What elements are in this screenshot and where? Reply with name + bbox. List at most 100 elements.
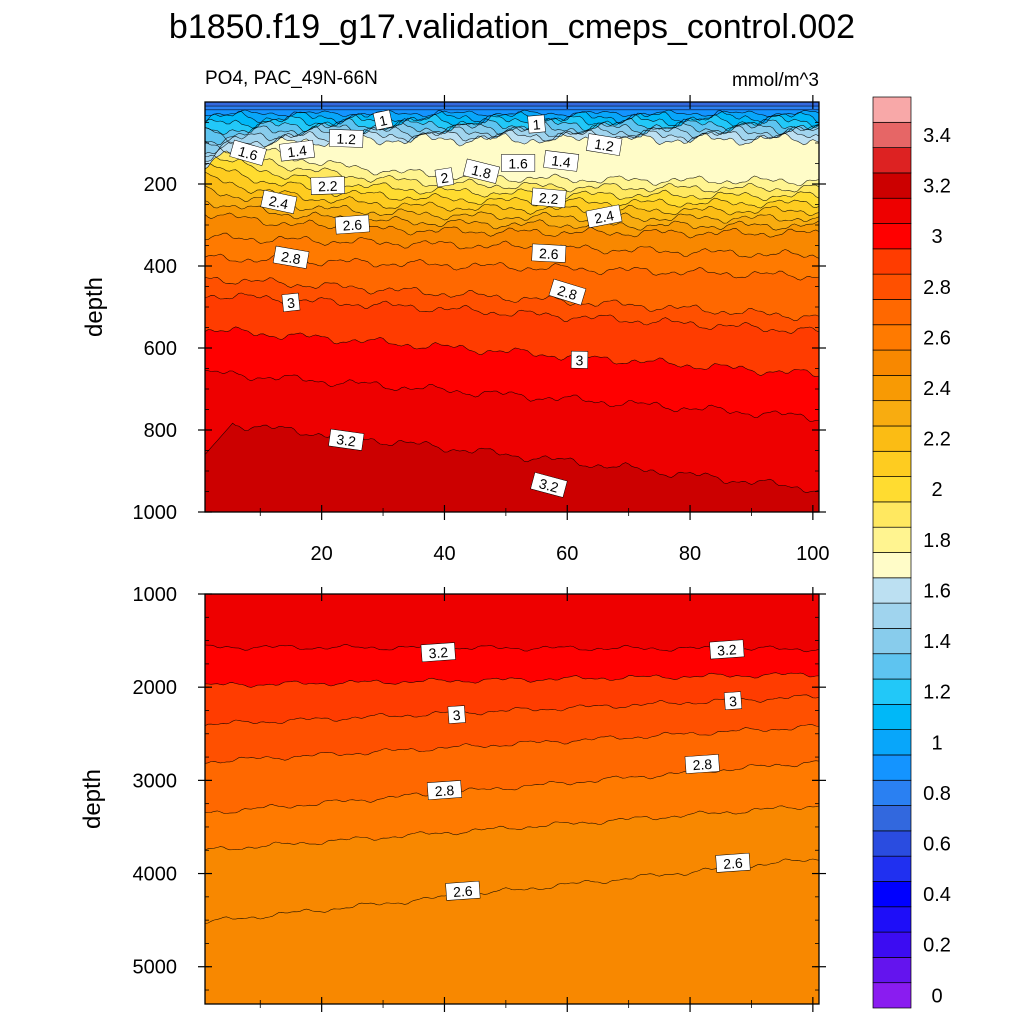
- upper-contour-label-box: [310, 176, 346, 195]
- upper-contour-1.0: [205, 109, 819, 117]
- colorbar-box-1.1: [872, 703, 912, 730]
- lower-ytick-label-5000: 5000: [133, 957, 178, 979]
- upper-contour-label-text: 1: [532, 116, 541, 133]
- colorbar-label-2.4: 2.4: [923, 378, 951, 400]
- colorbar-box-1.4: [872, 628, 912, 655]
- upper-ytick-label-200: 200: [144, 174, 177, 196]
- colorbar-box-2.5: [872, 349, 912, 376]
- upper-contour-label-box: [281, 292, 301, 312]
- colorbar-box-0: [872, 982, 912, 1009]
- upper-contour-label-box: [501, 154, 536, 172]
- lower-axis-ticks: [198, 587, 826, 1012]
- colorbar-label-0.4: 0.4: [923, 884, 951, 906]
- colorbar-box-0.8: [872, 779, 912, 806]
- colorbar-label-2: 2: [931, 479, 942, 501]
- upper-contour-1.7: [205, 132, 819, 170]
- upper-contour-label-box: [272, 245, 310, 269]
- colorbar-box-3.2: [872, 172, 912, 199]
- upper-contour-label-box: [527, 114, 546, 134]
- upper-contour-label-text: 3: [286, 295, 296, 312]
- lower-frame: [204, 593, 820, 1005]
- colorbar-box-1.7: [872, 552, 912, 579]
- colorbar-box-3.1: [872, 197, 912, 224]
- upper-contour-label-box: [279, 139, 315, 162]
- lower-band-3.2: [205, 594, 819, 652]
- lower-contour-label-4: 2.8: [426, 780, 463, 801]
- upper-contour-label-box: [531, 243, 567, 263]
- colorbar-box-1.5: [872, 602, 912, 629]
- lower-contour-label-text: 3: [452, 707, 461, 724]
- lower-contour-2.8: [205, 760, 819, 814]
- upper-contour-label-text: 2.6: [342, 216, 363, 233]
- lower-contour-label-box: [445, 880, 481, 901]
- lower-contour-label-2: 3: [447, 705, 466, 724]
- upper-contour-label-text: 2.4: [593, 207, 615, 226]
- upper-contour-label-12: 2.4: [260, 189, 298, 215]
- upper-contour-label-20: 3.2: [328, 428, 365, 451]
- colorbar-box-0.9: [872, 754, 912, 781]
- lower-contour-2.9: [205, 724, 819, 764]
- upper-axis-ticks: [198, 95, 826, 520]
- upper-contour-1.9: [205, 141, 819, 193]
- upper-contour-2.6: [205, 232, 819, 259]
- upper-contour-label-box: [328, 129, 364, 148]
- colorbar-label-0.8: 0.8: [923, 783, 951, 805]
- colorbar-label-0: 0: [931, 985, 942, 1007]
- lower-y-axis-label: depth: [79, 769, 106, 829]
- upper-contour-label-15: 2.6: [531, 243, 567, 263]
- upper-contour-label-text: 1: [378, 112, 389, 129]
- upper-contour-2.9: [205, 292, 819, 334]
- upper-contour-label-box: [585, 204, 623, 229]
- colorbar-label-3.2: 3.2: [923, 176, 951, 198]
- lower-contour-label-box: [684, 754, 720, 774]
- upper-contour-lines: [205, 105, 819, 494]
- lower-contour-label-text: 3.2: [428, 644, 449, 661]
- upper-contour-label-1: 1: [527, 114, 546, 134]
- lower-contour-label-0: 3.2: [420, 642, 456, 663]
- upper-contour-label-box: [434, 167, 455, 188]
- colorbar-box-0.6: [872, 830, 912, 857]
- upper-contour-label-text: 1.2: [593, 136, 615, 155]
- upper-contour-label-10: 2.2: [310, 176, 346, 195]
- upper-contour-label-text: 3.2: [335, 431, 357, 450]
- upper-contour-label-box: [543, 150, 580, 172]
- upper-contour-label-box: [334, 214, 370, 235]
- lower-contour-label-text: 2.8: [434, 782, 455, 799]
- upper-contour-label-14: 2.6: [334, 214, 370, 235]
- upper-y-axis-label: depth: [81, 277, 108, 337]
- colorbar-box-2.2: [872, 425, 912, 452]
- upper-contour-2.8: [205, 276, 819, 322]
- upper-contour-label-text: 1.4: [286, 142, 307, 160]
- upper-contour-label-6: 1.6: [501, 154, 536, 172]
- upper-contour-labels: 1 1 1.2 1.2 1.6 1.4 1.6 1.4 1.8 2 2.2 2.2 2.4 2.4 2.6 2…: [229, 109, 623, 498]
- upper-contour-label-box: [570, 350, 589, 369]
- upper-xtick-label-40: 40: [433, 543, 455, 565]
- colorbar-label-3.4: 3.4: [923, 125, 951, 147]
- colorbar-label-1: 1: [931, 732, 942, 754]
- colorbar-boxes: [872, 96, 912, 1009]
- upper-contour-2.4: [205, 200, 819, 231]
- upper-contour-1.5: [205, 124, 819, 155]
- colorbar-box-0.7: [872, 805, 912, 832]
- colorbar-box-3.5: [872, 96, 912, 123]
- upper-contour-label-box: [586, 133, 623, 156]
- chart-title: b1850.f19_g17.validation_cmeps_control.0…: [169, 8, 855, 46]
- lower-contour-label-box: [447, 705, 466, 724]
- colorbar-box-1.2: [872, 678, 912, 705]
- upper-contour-label-text: 3: [575, 352, 583, 368]
- colorbar-box-0.1: [872, 957, 912, 984]
- upper-contour-label-box: [548, 278, 587, 306]
- upper-contour-label-0: 1: [372, 109, 394, 131]
- upper-contour-label-text: 2.8: [556, 282, 579, 303]
- upper-contour-3.2: [205, 422, 819, 494]
- upper-contour-label-text: 2.2: [318, 178, 338, 195]
- lower-plot-area: [205, 594, 819, 1004]
- upper-contour-label-text: 1.6: [236, 143, 259, 164]
- colorbar-box-1.3: [872, 653, 912, 680]
- lower-contour-label-6: 2.6: [445, 880, 481, 901]
- lower-contour-label-box: [723, 691, 743, 711]
- upper-contour-2.2: [205, 171, 819, 217]
- lower-contour-label-text: 3.2: [717, 641, 738, 658]
- upper-contour-label-4: 1.6: [229, 139, 267, 166]
